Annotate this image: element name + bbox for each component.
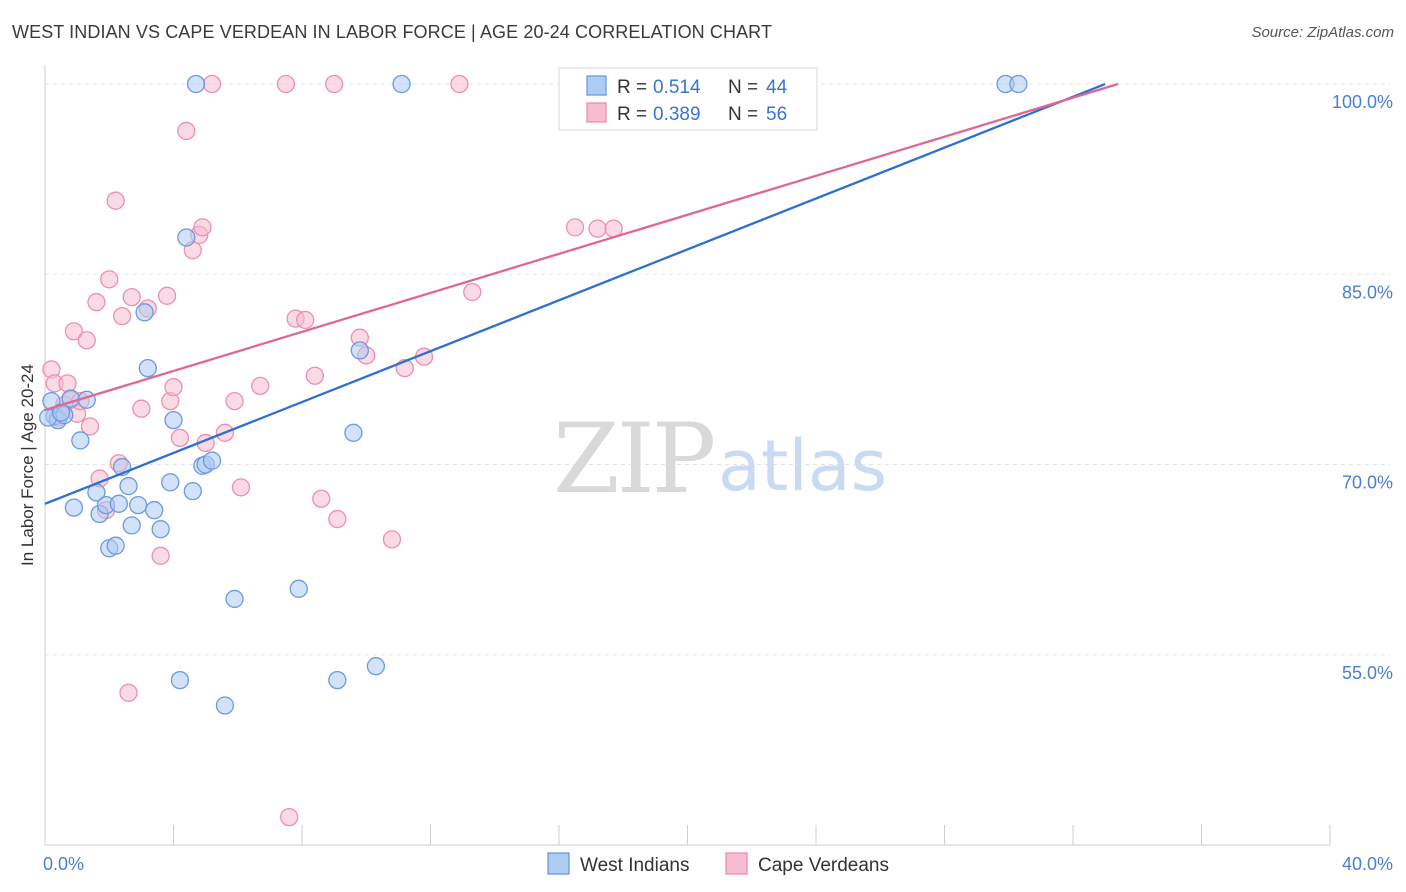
series-legend-label-west-indians: West Indians: [580, 855, 689, 876]
series-legend-label-cape-verdeans: Cape Verdeans: [758, 855, 889, 876]
y-tick-label: 55.0%: [1342, 663, 1393, 683]
cape-verdeans-point: [193, 218, 212, 237]
watermark: ZIP atlas: [553, 403, 887, 515]
cape-verdeans-point: [100, 270, 119, 289]
legend-r-value-cape-verdeans: 0.389: [653, 104, 701, 125]
legend-r-value-west-indians: 0.514: [653, 77, 701, 98]
cape-verdeans-point: [87, 293, 106, 312]
cape-verdeans-point: [328, 509, 347, 529]
trend-lines: [44, 82, 1119, 505]
west-indians-point: [328, 670, 347, 690]
west-indians-point: [177, 228, 196, 247]
x-tick-label: 40.0%: [1342, 854, 1393, 874]
cape-verdeans-point: [164, 377, 183, 397]
x-tick-labels: 0.0% 40.0%: [43, 854, 1393, 874]
cape-verdeans-point: [122, 287, 141, 307]
west-indians-point: [119, 476, 138, 496]
west-indians-point: [350, 341, 369, 360]
west-indians-point: [71, 431, 90, 450]
west-indians-point: [135, 303, 154, 322]
west-indians-point: [106, 536, 125, 555]
west-indians-point: [122, 516, 141, 535]
cape-verdeans-trend-line: [44, 82, 1119, 412]
cape-verdeans-point: [170, 428, 190, 448]
cape-verdeans-point: [305, 366, 325, 385]
cape-verdeans-point: [64, 322, 84, 341]
west-indians-point: [138, 358, 157, 378]
watermark-atlas: atlas: [718, 425, 887, 507]
cape-verdeans-point: [251, 376, 270, 396]
cape-verdeans-point: [279, 807, 299, 827]
cape-verdeans-point: [157, 286, 177, 305]
cape-verdeans-point: [225, 391, 244, 411]
cape-verdeans-point: [565, 218, 585, 237]
cape-verdeans-point: [77, 331, 96, 350]
axes: [44, 65, 1331, 846]
legend-n-value-west-indians: 44: [766, 77, 788, 98]
west-indians-point: [129, 495, 148, 515]
cape-verdeans-point: [296, 310, 315, 330]
y-tick-label: 85.0%: [1342, 282, 1393, 302]
series-legend-swatch-west-indians: [547, 852, 570, 875]
cape-verdeans-point: [58, 374, 77, 393]
chart-title: WEST INDIAN VS CAPE VERDEAN IN LABOR FOR…: [12, 22, 773, 42]
legend-swatch-west-indians: [586, 75, 607, 96]
cape-verdeans-point: [324, 74, 344, 94]
cape-verdeans-point: [588, 219, 607, 238]
cape-verdeans-point: [80, 417, 100, 436]
west-indians-point: [109, 494, 129, 513]
west-indians-point: [344, 423, 363, 442]
y-tick-label: 100.0%: [1332, 92, 1393, 112]
west-indians-point: [186, 74, 206, 94]
cape-verdeans-point: [450, 74, 469, 94]
cape-verdeans-point: [276, 74, 296, 94]
west-indians-point: [392, 74, 411, 94]
legend-r-label-west-indians: R =: [617, 77, 647, 98]
cape-verdeans-point: [106, 191, 125, 210]
cape-verdeans-point: [382, 530, 402, 549]
cape-verdeans-point: [231, 478, 251, 497]
west-indians-point: [289, 579, 308, 598]
legend-n-label-west-indians: N =: [728, 77, 758, 98]
y-axis-title: In Labor Force | Age 20-24: [18, 364, 37, 566]
legend-n-label-cape-verdeans: N =: [728, 104, 758, 125]
cape-verdeans-point: [202, 74, 222, 94]
west-indians-point: [161, 473, 180, 492]
west-indians-point: [145, 501, 164, 520]
cape-verdeans-point: [132, 399, 151, 418]
correlation-legend: R = 0.514 N = 44 R = 0.389 N = 56: [558, 67, 818, 131]
west-indians-point: [170, 670, 190, 690]
watermark-zip: ZIP: [553, 403, 714, 515]
west-indians-point: [1009, 74, 1028, 94]
legend-r-label-cape-verdeans: R =: [617, 104, 647, 125]
y-tick-label: 70.0%: [1342, 473, 1393, 493]
west-indians-point: [151, 520, 170, 539]
x-tick-label: 0.0%: [43, 854, 84, 874]
west-indians-point: [202, 451, 222, 470]
y-tick-labels: 100.0% 85.0% 70.0% 55.0%: [1332, 92, 1393, 683]
west-indians-point: [183, 481, 202, 501]
west-indians-point: [225, 589, 244, 609]
cape-verdeans-point: [312, 489, 331, 508]
cape-verdeans-point: [463, 282, 482, 302]
series-legend-swatch-cape-verdeans: [725, 852, 748, 875]
cape-verdeans-point: [112, 306, 132, 326]
west-indians-points: [39, 74, 1028, 715]
west-indians-trend-line: [44, 82, 1106, 505]
series-legend: West Indians Cape Verdeans: [547, 852, 889, 876]
west-indians-point: [366, 657, 386, 676]
west-indians-point: [215, 696, 235, 715]
cape-verdeans-point: [119, 683, 138, 702]
legend-n-value-cape-verdeans: 56: [766, 104, 787, 125]
legend-swatch-cape-verdeans: [586, 102, 607, 123]
cape-verdeans-point: [177, 121, 196, 141]
west-indians-point: [64, 498, 84, 517]
grid-lines: [45, 83, 1390, 656]
west-indians-point: [164, 410, 183, 430]
cape-verdeans-point: [151, 546, 170, 565]
chart-source: Source: ZipAtlas.com: [1251, 24, 1394, 41]
